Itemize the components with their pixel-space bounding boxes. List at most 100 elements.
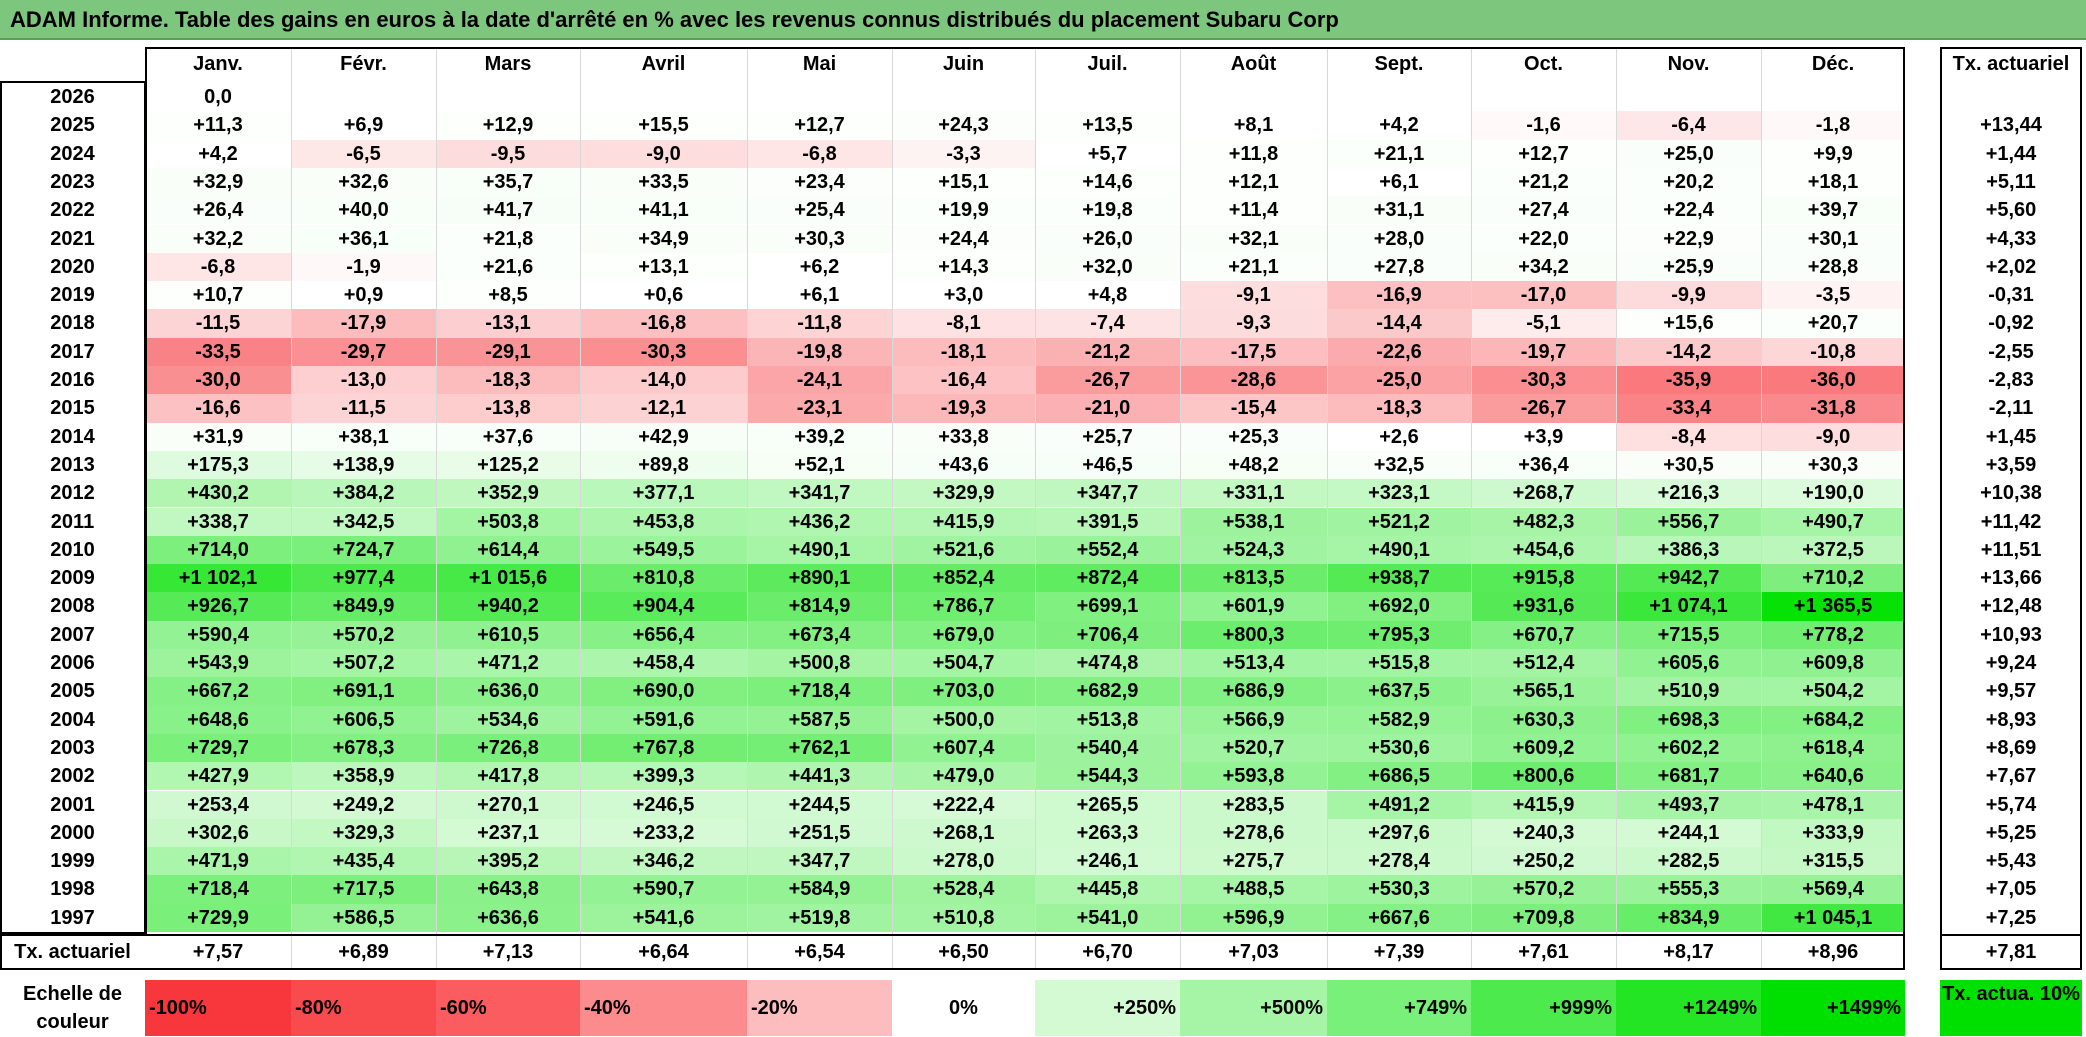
table-cell: +541,6 [580,903,747,932]
table-cell: +372,5 [1761,535,1905,565]
table-cell: -17,9 [291,309,436,338]
table-cell: +283,5 [1180,790,1327,819]
table-cell: +41,1 [580,196,747,225]
table-cell: +528,4 [892,875,1035,904]
month-header: Oct. [1524,53,1563,75]
table-cell: +640,6 [1761,762,1905,791]
table-cell: +427,9 [145,762,291,791]
table-cell: +834,9 [1616,903,1761,932]
table-cell: +778,2 [1761,620,1905,649]
table-cell: -7,4 [1035,309,1180,338]
rate-cell: +13,66 [1980,567,2042,590]
table-cell: +13,1 [580,252,747,282]
table-cell: +504,7 [892,649,1035,678]
table-cell: +237,1 [436,818,580,848]
year-label: 1997 [50,906,95,929]
table-cell: +648,6 [145,705,291,734]
table-cell: +358,9 [291,762,436,791]
table-cell: +679,0 [892,620,1035,649]
table-cell: +717,5 [291,875,436,904]
table-cell: +329,9 [892,479,1035,508]
table-cell: +251,5 [747,818,892,848]
table-cell: -13,0 [291,366,436,395]
table-cell: -18,1 [892,337,1035,366]
rate-cell: +5,11 [1986,170,2036,193]
table-cell: +618,4 [1761,733,1905,763]
table-cell: +30,3 [1761,450,1905,480]
table-cell: +718,4 [145,875,291,904]
table-cell: +275,7 [1180,847,1327,876]
table-cell: +33,8 [892,422,1035,451]
table-cell: -6,5 [291,139,436,168]
table-cell: +253,4 [145,790,291,819]
table-cell: +11,4 [1180,196,1327,225]
footer-cell: +6,64 [638,941,689,963]
table-cell: +338,7 [145,507,291,536]
table-cell: -13,1 [436,309,580,338]
table-cell: -1,9 [291,252,436,282]
table-cell: +667,2 [145,677,291,706]
table-cell: +430,2 [145,479,291,508]
table-cell: +552,4 [1035,535,1180,565]
table-cell: -1,8 [1761,111,1905,140]
table-cell: +352,9 [436,479,580,508]
table-cell: +849,9 [291,592,436,621]
table-cell: +490,1 [747,535,892,565]
table-cell: +586,5 [291,903,436,932]
year-label: 2025 [50,114,95,137]
table-cell: +698,3 [1616,705,1761,734]
table-cell: -19,7 [1471,337,1616,366]
table-cell: +25,3 [1180,422,1327,451]
table-cell: +26,0 [1035,224,1180,253]
month-header: Févr. [340,53,387,75]
table-cell: +39,2 [747,422,892,451]
table-cell: +32,2 [145,224,291,253]
table-cell: +549,5 [580,535,747,565]
table-cell: +21,1 [1180,252,1327,282]
table-cell: -14,4 [1327,309,1471,338]
table-cell: +22,4 [1616,196,1761,225]
table-cell: +6,9 [291,111,436,140]
year-label: 2019 [50,284,95,307]
rate-cell: +2,02 [1985,255,2037,278]
table-cell: +590,4 [145,620,291,649]
month-header: Nov. [1667,53,1710,75]
table-cell: +490,7 [1761,507,1905,536]
legend-swatch: +749% [1327,980,1471,1036]
table-cell: +14,6 [1035,167,1180,197]
table-cell: +566,9 [1180,705,1327,734]
table-cell: +513,4 [1180,649,1327,678]
table-cell [1471,83,1616,112]
table-cell: +3,9 [1471,422,1616,451]
table-cell: -19,3 [892,394,1035,423]
table-cell: +4,2 [1327,111,1471,140]
year-label: 2026 [50,86,95,108]
table-cell: +582,9 [1327,705,1471,734]
table-cell: +656,4 [580,620,747,649]
table-cell: +606,5 [291,705,436,734]
table-cell [436,83,580,112]
table-cell: +244,1 [1616,818,1761,848]
table-cell: -23,1 [747,394,892,423]
table-cell: +800,3 [1180,620,1327,649]
year-label: 2022 [50,199,95,222]
grid-line [436,47,437,968]
table-cell: +377,1 [580,479,747,508]
table-cell: +938,7 [1327,564,1471,593]
footer-cell: +6,50 [938,941,989,963]
table-cell: +503,8 [436,507,580,536]
table-cell: +233,2 [580,818,747,848]
rate-cell: +1,44 [1985,142,2037,165]
table-cell: +512,4 [1471,649,1616,678]
table-cell: -11,5 [291,394,436,423]
table-cell: +12,7 [747,111,892,140]
table-cell: -1,6 [1471,111,1616,140]
table-cell: +384,2 [291,479,436,508]
table-cell: +591,6 [580,705,747,734]
table-cell: +643,8 [436,875,580,904]
table-cell: +347,7 [1035,479,1180,508]
table-cell: +691,1 [291,677,436,706]
table-cell: -17,0 [1471,281,1616,310]
rate-cell: +11,51 [1980,538,2042,561]
table-cell: +278,6 [1180,818,1327,848]
